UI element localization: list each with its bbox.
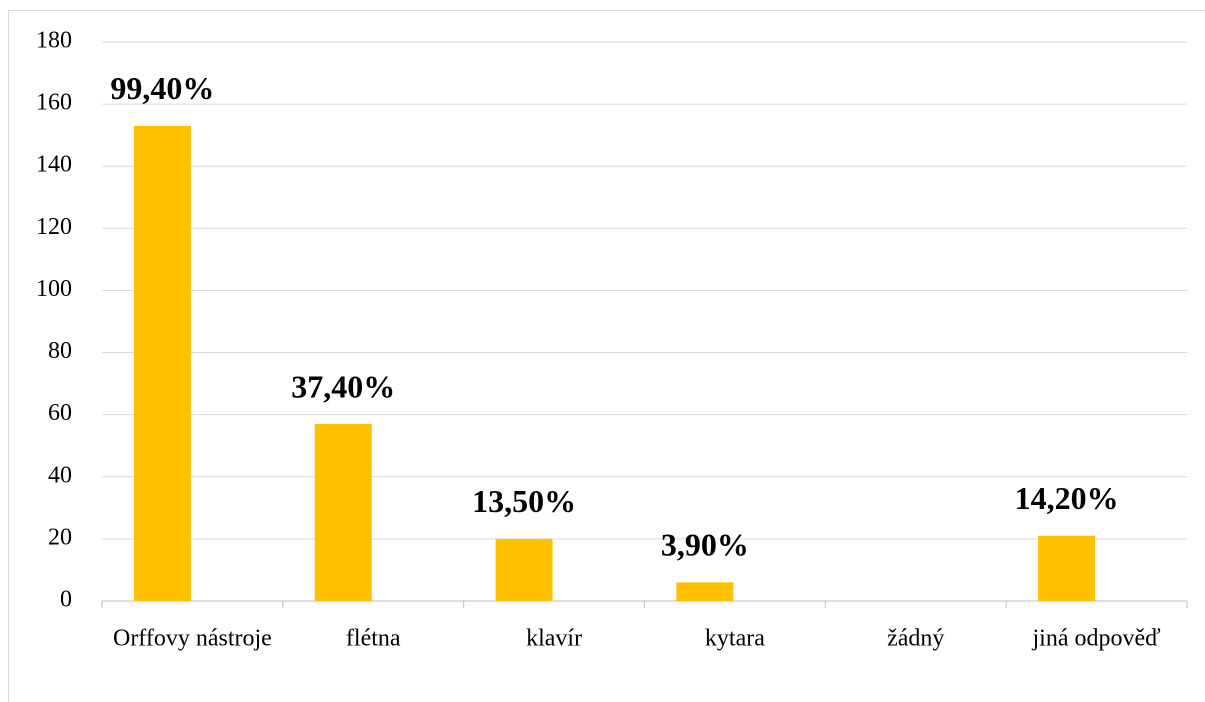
y-tick-label: 180 xyxy=(36,28,72,54)
y-tick-label: 0 xyxy=(60,587,72,613)
y-tick-label: 160 xyxy=(36,90,72,116)
data-label: 37,40% xyxy=(291,368,395,404)
x-tick-label: kytara xyxy=(705,626,765,652)
data-label: 3,90% xyxy=(661,527,749,563)
x-tick-label: Orffovy nástroje xyxy=(113,626,272,652)
y-tick-label: 120 xyxy=(36,214,72,240)
bar xyxy=(676,582,734,601)
y-tick-label: 20 xyxy=(48,524,72,550)
chart-frame xyxy=(8,10,1205,702)
y-tick-label: 140 xyxy=(36,152,72,178)
bar xyxy=(133,125,191,601)
x-tick-label: žádný xyxy=(887,626,944,652)
y-tick-label: 40 xyxy=(48,462,72,488)
y-tick-label: 60 xyxy=(48,400,72,426)
data-label: 13,50% xyxy=(472,483,576,519)
bar xyxy=(1038,535,1096,601)
x-tick-label: klavír xyxy=(526,626,582,652)
y-tick-label: 80 xyxy=(48,338,72,364)
bar xyxy=(314,423,372,601)
y-tick-label: 100 xyxy=(36,276,72,302)
x-tick-label: flétna xyxy=(346,626,401,652)
x-tick-label: jiná odpověď xyxy=(1032,626,1162,652)
data-label: 14,20% xyxy=(1015,480,1119,516)
bar xyxy=(495,538,553,601)
data-label: 99,40% xyxy=(110,70,214,106)
